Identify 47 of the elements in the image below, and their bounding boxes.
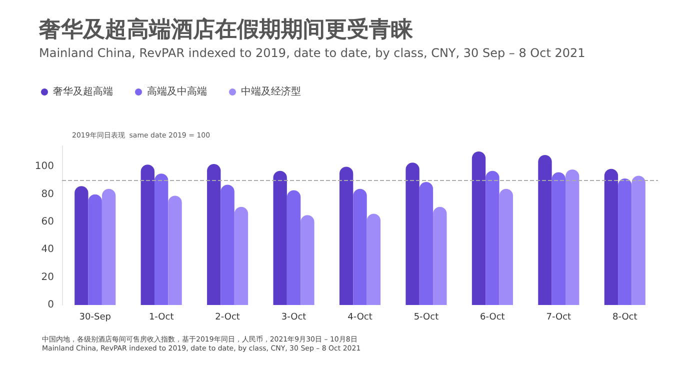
bar [286, 190, 301, 305]
x-tick-label: 30-Sep [79, 312, 112, 322]
x-tick-label: 7-Oct [546, 312, 572, 322]
bar [433, 206, 447, 305]
x-tick-label: 4-Oct [348, 312, 373, 322]
chart-title: 奢华及超高端酒店在假期期间更受青睐 [38, 16, 414, 42]
bar [273, 170, 287, 305]
legend-label: 中端及经济型 [241, 86, 301, 98]
y-tick-label: 60 [41, 216, 54, 228]
bar [74, 186, 88, 305]
bar [604, 168, 618, 305]
bar [353, 188, 367, 305]
legend-label: 奢华及超高端 [53, 86, 113, 98]
bar [300, 215, 314, 305]
x-tick-label: 1-Oct [148, 312, 174, 322]
y-tick-label: 0 [48, 300, 54, 310]
bar [618, 178, 632, 305]
bar [207, 164, 221, 305]
bar [140, 164, 154, 305]
y-tick-label: 20 [41, 272, 54, 283]
x-tick-label: 5-Oct [414, 312, 440, 322]
x-tick-label: 2-Oct [215, 312, 240, 322]
bar [102, 188, 116, 305]
bar [366, 214, 381, 305]
legend-label: 高端及中高端 [147, 86, 207, 98]
bar [88, 194, 102, 305]
bar [486, 170, 500, 305]
bar [406, 162, 420, 305]
bar [154, 174, 168, 305]
x-tick-label: 3-Oct [281, 312, 307, 322]
bar [419, 182, 434, 305]
x-tick-label: 8-Oct [612, 312, 638, 322]
x-tick-label: 6-Oct [480, 312, 506, 322]
chart-subtitle: Mainland China, RevPAR indexed to 2019, date to date, by class, CNY, 30 Sep – 8 Oct 2021 [39, 46, 586, 60]
bar [632, 176, 646, 305]
y-tick-label: 80 [41, 188, 54, 200]
bar [472, 152, 486, 305]
bar [552, 172, 566, 305]
bar [168, 196, 182, 305]
y-tick-label: 40 [41, 244, 54, 256]
bar [234, 206, 248, 305]
y-tick-label: 100 [34, 161, 54, 172]
bar [499, 188, 513, 305]
bar [220, 184, 234, 305]
bar [339, 166, 354, 305]
bar [566, 170, 580, 305]
bar [538, 154, 552, 305]
